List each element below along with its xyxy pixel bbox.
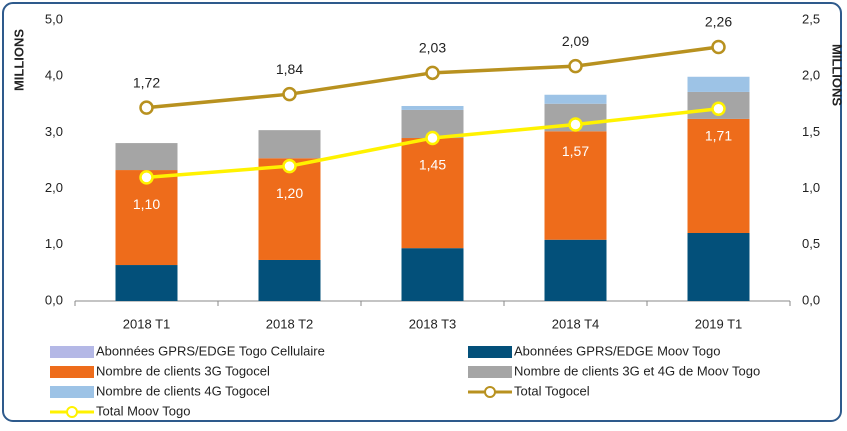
legend-swatch [50,386,94,398]
legend-label: Nombre de clients 3G et 4G de Moov Togo [514,363,760,378]
legend-label: Nombre de clients 3G Togocel [96,363,270,378]
data-label: 1,71 [705,127,732,143]
data-label: 2,26 [705,14,732,30]
data-label: 2,03 [419,40,446,56]
data-label: 1,10 [133,196,160,212]
x-tick-label: 2018 T4 [552,316,599,331]
bar-segment [258,259,321,301]
legend-swatch [50,366,94,378]
y-tick-label: 4,0 [45,68,63,83]
bar-segment [544,94,607,104]
legend-label: Nombre de clients 4G Togocel [96,383,270,398]
legend-swatch [468,366,512,378]
y-tick-label: 5,0 [45,11,63,26]
bar-segment [115,143,178,171]
legend-label: Total Moov Togo [96,403,190,418]
data-label: 1,45 [419,157,446,173]
y-axis-label: MILLIONS [11,29,26,91]
y2-tick-label: 1,5 [802,124,820,139]
y2-tick-label: 2,5 [802,11,820,26]
bar-segment [401,138,464,249]
data-label: 1,20 [276,185,303,201]
y-tick-label: 1,0 [45,236,63,251]
bar-segment [687,232,750,301]
bar-segment [258,158,321,260]
data-label: 1,84 [276,61,303,77]
legend-label: Abonnées GPRS/EDGE Moov Togo [514,343,720,358]
line-marker [711,101,726,117]
y2-tick-label: 2,0 [802,68,820,83]
legend-marker [484,386,496,398]
bar-segment [401,105,464,110]
x-tick-label: 2018 T2 [266,316,313,331]
line-marker [568,58,583,74]
line-marker [282,158,297,174]
y-tick-label: 2,0 [45,180,63,195]
legend-swatch [468,346,512,358]
line-marker [139,170,154,185]
legend-swatch [50,346,94,358]
line-marker [568,117,583,132]
y2-axis-label: MILLIONS [830,44,845,106]
bar-segment [115,170,178,266]
legend-label: Abonnées GPRS/EDGE Togo Cellulaire [96,343,325,358]
y-tick-label: 0,0 [45,292,63,307]
y2-tick-label: 0,5 [802,236,820,251]
line-marker [139,100,154,115]
line-marker [425,130,440,146]
y-tick-label: 3,0 [45,124,63,139]
legend-marker [66,406,78,418]
bar-segment [544,131,607,240]
bar-segment [401,248,464,301]
x-tick-label: 2018 T1 [123,316,170,331]
line-marker [711,39,726,55]
y2-tick-label: 0,0 [802,292,820,307]
bar-segment [258,130,321,159]
bar-segment [687,76,750,92]
y2-tick-label: 1,0 [802,180,820,195]
line-marker [282,86,297,102]
bar-segment [544,239,607,301]
data-label: 2,09 [562,33,589,49]
data-label: 1,72 [133,74,160,90]
data-label: 1,57 [562,143,589,159]
legend-label: Total Togocel [514,383,590,398]
bar-segment [115,265,178,301]
line-marker [425,65,440,81]
x-tick-label: 2018 T3 [409,316,456,331]
bar-segment [687,118,750,233]
x-tick-label: 2019 T1 [695,316,742,331]
